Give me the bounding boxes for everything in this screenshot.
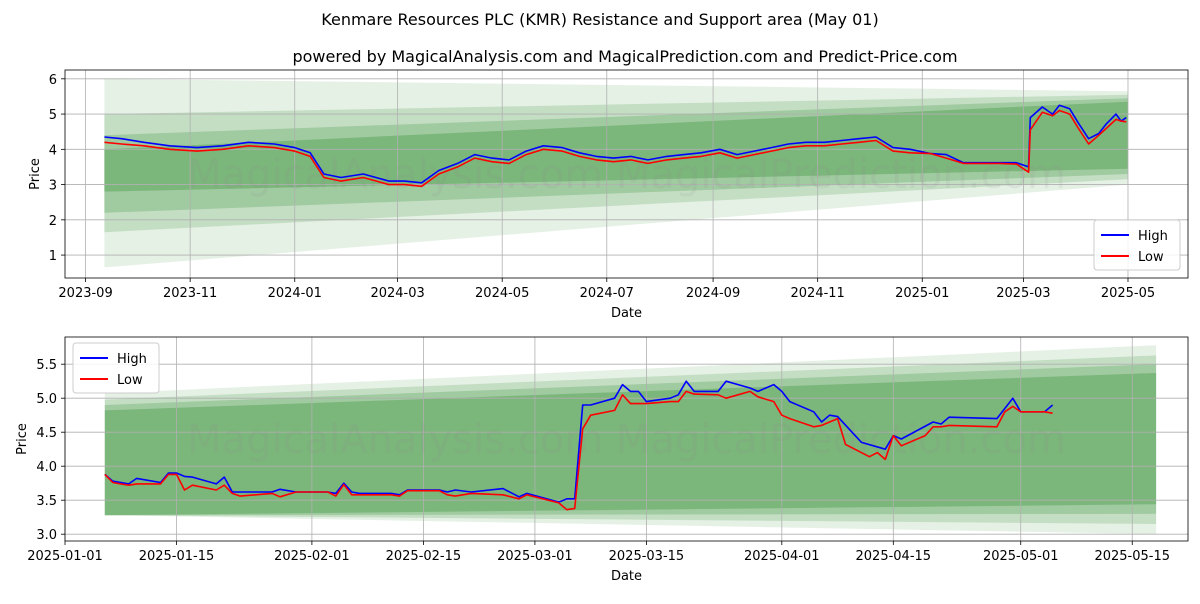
x-tick-label: 2025-01 bbox=[895, 286, 949, 301]
series-lines bbox=[104, 104, 1127, 188]
y-tick-label: 3 bbox=[49, 179, 57, 194]
x-tick-label: 2025-04-01 bbox=[744, 549, 820, 564]
legend: High Low bbox=[1093, 219, 1181, 271]
series-lines bbox=[104, 380, 1054, 511]
x-tick-label: 2024-05 bbox=[475, 286, 529, 301]
y-tick-label: 3.5 bbox=[36, 494, 57, 509]
watermark: MagicalAnalysis.com MagicalPrediction.co… bbox=[187, 417, 1066, 463]
y-axis: 3.0 3.5 4.0 4.5 5.0 5.5 Price bbox=[15, 358, 65, 543]
series-line-low bbox=[104, 390, 1053, 511]
y-tick-label: 4.0 bbox=[36, 460, 57, 475]
chart-subtitle: powered by MagicalAnalysis.com and Magic… bbox=[292, 47, 957, 66]
legend-label-high: High bbox=[1138, 229, 1168, 244]
x-tick-label: 2025-02-15 bbox=[386, 549, 462, 564]
y-axis-label: Price bbox=[28, 158, 43, 190]
x-tick-label: 2024-03 bbox=[370, 286, 424, 301]
band-2 bbox=[104, 94, 1128, 233]
x-axis: 2023-09 2023-11 2024-01 2024-03 2024-05 2024-… bbox=[58, 278, 1155, 321]
x-tick-label: 2025-03-15 bbox=[609, 549, 685, 564]
x-tick-label: 2024-09 bbox=[686, 286, 740, 301]
y-tick-label: 5 bbox=[49, 108, 57, 123]
x-tick-label: 2025-05-15 bbox=[1094, 549, 1170, 564]
y-tick-label: 3.0 bbox=[36, 528, 57, 543]
x-axis-label: Date bbox=[611, 306, 642, 321]
x-tick-label: 2023-09 bbox=[58, 286, 112, 301]
legend-box bbox=[72, 342, 160, 394]
x-tick-label: 2025-05-01 bbox=[983, 549, 1059, 564]
x-tick-label: 2025-01-15 bbox=[139, 549, 215, 564]
band-3 bbox=[104, 98, 1128, 213]
band-4 bbox=[104, 101, 1128, 192]
legend-box bbox=[1093, 219, 1181, 271]
axes-frame bbox=[64, 336, 1189, 542]
y-tick-label: 5.5 bbox=[36, 358, 57, 373]
chart-panel-2: MagicalAnalysis.com MagicalPrediction.co… bbox=[15, 336, 1189, 584]
x-axis: 2025-01-01 2025-01-15 2025-02-01 2025-02-15… bbox=[27, 541, 1170, 584]
legend: High Low bbox=[72, 342, 160, 394]
gridlines bbox=[65, 70, 1188, 278]
band-1 bbox=[104, 78, 1128, 268]
y-tick-label: 2 bbox=[49, 214, 57, 229]
series-line-high bbox=[104, 380, 1054, 503]
x-tick-label: 2025-04-15 bbox=[856, 549, 932, 564]
x-tick-label: 2024-11 bbox=[791, 286, 845, 301]
x-tick-label: 2025-03 bbox=[996, 286, 1050, 301]
x-tick-label: 2025-05 bbox=[1101, 286, 1155, 301]
x-tick-label: 2025-01-01 bbox=[27, 549, 103, 564]
x-axis-label: Date bbox=[611, 569, 642, 584]
chart-title: Kenmare Resources PLC (KMR) Resistance a… bbox=[321, 10, 878, 29]
legend-label-low: Low bbox=[1138, 250, 1164, 265]
y-tick-label: 4 bbox=[49, 143, 57, 158]
axes-frame bbox=[64, 69, 1189, 279]
x-tick-label: 2024-01 bbox=[268, 286, 322, 301]
y-axis: 1 2 3 4 5 6 Price bbox=[28, 73, 65, 264]
x-tick-label: 2025-03-01 bbox=[497, 549, 573, 564]
legend-label-low: Low bbox=[117, 373, 143, 388]
gridlines bbox=[64, 337, 1188, 541]
support-resistance-bands bbox=[104, 78, 1128, 268]
legend-label-high: High bbox=[117, 352, 147, 367]
watermark: MagicalAnalysis.com MagicalPrediction.co… bbox=[187, 152, 1066, 198]
x-tick-label: 2023-11 bbox=[163, 286, 217, 301]
chart-panel-1: MagicalAnalysis.com MagicalPrediction.co… bbox=[28, 69, 1189, 321]
x-tick-label: 2024-07 bbox=[580, 286, 634, 301]
x-tick-label: 2025-02-01 bbox=[274, 549, 350, 564]
y-tick-label: 5.0 bbox=[36, 392, 57, 407]
y-axis-label: Price bbox=[15, 423, 30, 455]
series-line-high bbox=[104, 104, 1127, 184]
series-line-low bbox=[104, 109, 1127, 188]
y-tick-label: 4.5 bbox=[36, 426, 57, 441]
y-tick-label: 1 bbox=[49, 249, 57, 264]
y-tick-label: 6 bbox=[49, 73, 57, 88]
